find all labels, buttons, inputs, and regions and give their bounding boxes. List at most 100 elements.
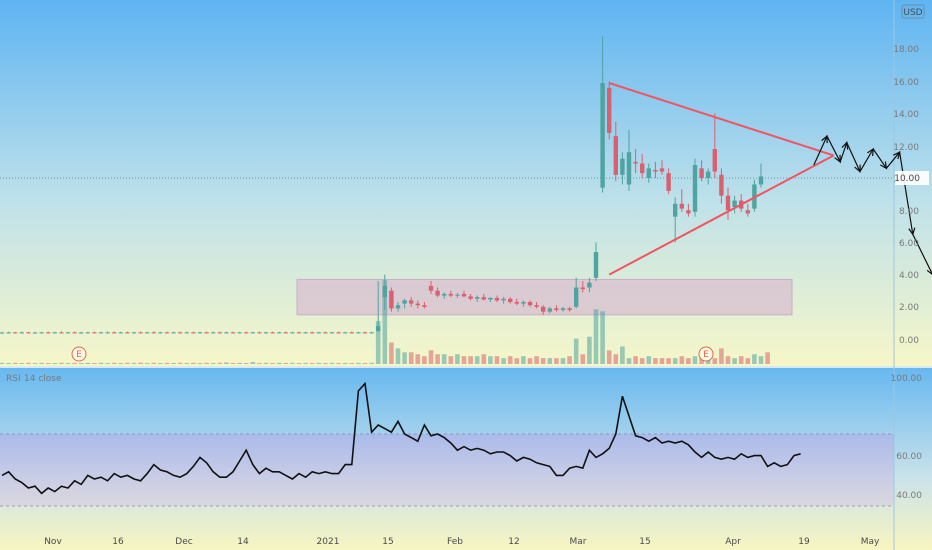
time-axis-tick-label: 14 bbox=[237, 537, 249, 547]
candle-body bbox=[534, 305, 539, 307]
volume-bar bbox=[217, 362, 223, 364]
volume-bar bbox=[125, 362, 130, 364]
volume-bar bbox=[527, 358, 533, 364]
candle-body bbox=[224, 332, 229, 334]
candle-body bbox=[574, 287, 579, 307]
candle-body bbox=[125, 332, 130, 334]
candle-body bbox=[521, 301, 526, 304]
projection-arrowhead bbox=[892, 151, 901, 160]
currency-badge-label: USD bbox=[903, 8, 922, 18]
volume-bar bbox=[257, 363, 262, 364]
rsi-layer bbox=[0, 381, 894, 507]
candle-body bbox=[679, 203, 684, 209]
candle-body bbox=[587, 282, 592, 288]
rsi-band bbox=[0, 434, 894, 506]
candle-body bbox=[217, 332, 222, 334]
volume-bar bbox=[65, 363, 71, 364]
projection-arrowhead bbox=[908, 227, 916, 236]
volume-bar bbox=[329, 362, 335, 364]
volume-bar bbox=[521, 356, 526, 364]
volume-bar bbox=[534, 356, 539, 364]
rsi-line bbox=[1, 381, 801, 495]
volume-bar bbox=[719, 348, 724, 364]
last-price-badge bbox=[895, 171, 929, 185]
price-axis-tick-label: 14.00 bbox=[893, 110, 919, 120]
volume-bar bbox=[191, 362, 196, 364]
volume-bar bbox=[659, 358, 665, 364]
candle-body bbox=[349, 332, 354, 334]
time-axis-tick-label: Nov bbox=[44, 537, 62, 547]
time-axis-tick-label: Feb bbox=[447, 537, 463, 547]
volume-bar bbox=[507, 356, 513, 364]
candle-body bbox=[178, 332, 183, 334]
volume-bar bbox=[105, 363, 110, 364]
volume-bar bbox=[402, 352, 407, 364]
volume-bar bbox=[540, 358, 546, 364]
candle-body bbox=[257, 332, 262, 334]
candle-body bbox=[719, 174, 724, 196]
volume-bar bbox=[587, 336, 592, 364]
volume-bar bbox=[375, 321, 381, 364]
volume-bar bbox=[243, 363, 249, 364]
candle-body bbox=[686, 210, 691, 214]
volume-bar bbox=[39, 362, 44, 364]
volume-bar bbox=[580, 354, 586, 364]
candle-body bbox=[230, 332, 236, 334]
candle-body bbox=[640, 163, 645, 174]
candle-body bbox=[52, 332, 57, 334]
time-axis-tick-label: Dec bbox=[175, 537, 192, 547]
candle-body bbox=[508, 298, 513, 302]
candle-body bbox=[435, 290, 440, 296]
volume-layer bbox=[0, 280, 770, 364]
volume-bar bbox=[111, 362, 117, 364]
volume-bar bbox=[230, 363, 236, 364]
candle-body bbox=[316, 332, 321, 334]
rsi-legend-params: 14 close bbox=[24, 374, 62, 384]
rsi-legend[interactable]: RSI 14 close bbox=[6, 374, 62, 384]
candle-body bbox=[19, 332, 24, 334]
candle-body bbox=[626, 152, 632, 185]
rsi-legend-name: RSI bbox=[6, 374, 21, 384]
volume-bar bbox=[725, 356, 731, 364]
candle-body bbox=[303, 332, 308, 334]
candle-body bbox=[250, 332, 255, 334]
volume-bar bbox=[758, 356, 764, 364]
candle-body bbox=[653, 169, 658, 172]
volume-bar bbox=[441, 354, 447, 364]
candle-body bbox=[725, 195, 731, 211]
candle-body bbox=[673, 203, 678, 217]
volume-bar bbox=[309, 363, 315, 364]
time-axis-tick-label: Apr bbox=[725, 537, 741, 547]
volume-bar bbox=[712, 358, 718, 364]
candle-body bbox=[204, 332, 209, 334]
volume-bar bbox=[455, 354, 460, 364]
volume-bar bbox=[752, 354, 757, 364]
volume-bar bbox=[283, 363, 289, 364]
volume-bar bbox=[369, 362, 374, 364]
volume-bar bbox=[639, 358, 645, 364]
candle-body bbox=[620, 158, 625, 175]
volume-bar bbox=[263, 362, 269, 364]
projection-arrowhead bbox=[854, 164, 861, 173]
candle-body bbox=[389, 290, 394, 309]
volume-bar bbox=[164, 362, 170, 364]
volume-bar bbox=[98, 362, 104, 364]
candle-body bbox=[329, 332, 335, 334]
candle-body bbox=[402, 300, 407, 304]
candle-body bbox=[428, 285, 434, 291]
currency-badge[interactable]: USD bbox=[901, 4, 925, 19]
candle-body bbox=[475, 297, 480, 299]
time-axis-tick-label: 12 bbox=[508, 537, 519, 547]
volume-bar bbox=[514, 358, 520, 364]
candle-body bbox=[112, 332, 117, 334]
candle-body bbox=[310, 332, 315, 334]
volume-bar bbox=[395, 348, 401, 364]
volume-bar bbox=[613, 354, 619, 364]
volume-bar bbox=[382, 280, 388, 364]
currency-badge-frame bbox=[901, 4, 925, 19]
annotation-layer bbox=[608, 82, 932, 276]
earnings-marker bbox=[698, 346, 714, 362]
volume-bar bbox=[342, 362, 348, 364]
candle-body bbox=[745, 210, 750, 214]
